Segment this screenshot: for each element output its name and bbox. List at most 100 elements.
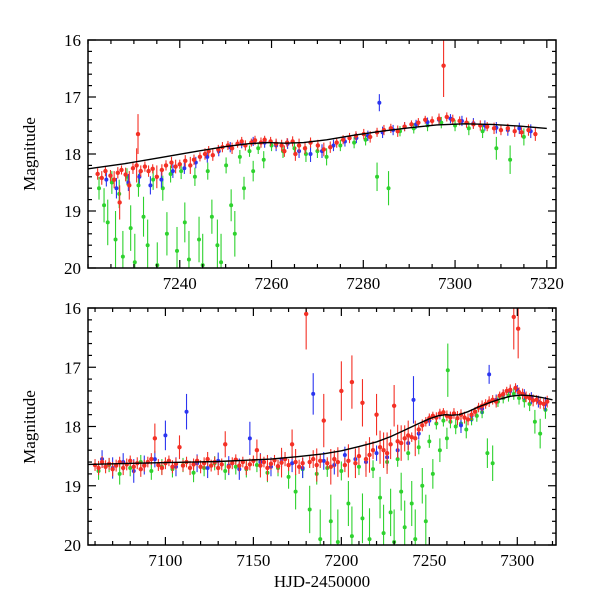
data-point xyxy=(108,173,113,178)
data-point xyxy=(522,398,527,403)
data-point xyxy=(409,122,414,127)
data-point xyxy=(261,459,267,465)
data-point xyxy=(282,148,287,154)
data-point xyxy=(363,137,368,142)
data-point xyxy=(152,436,158,441)
data-point xyxy=(363,456,369,462)
data-point xyxy=(429,118,435,124)
data-point xyxy=(103,168,108,174)
data-point xyxy=(256,146,261,151)
data-point xyxy=(247,462,253,467)
data-point xyxy=(262,137,267,142)
data-point xyxy=(474,413,479,418)
data-point xyxy=(466,126,471,131)
data-point xyxy=(497,393,502,398)
data-point xyxy=(115,170,121,176)
data-point xyxy=(95,171,100,177)
data-point xyxy=(427,439,432,444)
data-point xyxy=(406,451,411,456)
data-point xyxy=(286,474,291,479)
data-point xyxy=(233,464,238,469)
data-point xyxy=(399,489,404,494)
data-point xyxy=(388,510,393,515)
data-point xyxy=(265,465,270,471)
data-point xyxy=(346,501,351,506)
data-point xyxy=(123,172,128,177)
model-curve xyxy=(88,123,547,170)
data-point xyxy=(332,456,337,462)
data-point xyxy=(395,457,400,462)
data-point xyxy=(441,418,446,423)
data-point xyxy=(179,169,184,174)
y-tick-label: 20 xyxy=(64,259,81,278)
data-point xyxy=(444,436,449,441)
data-point xyxy=(177,162,182,167)
data-point xyxy=(484,124,490,129)
data-point xyxy=(210,152,215,158)
data-point xyxy=(508,387,513,392)
data-point xyxy=(163,163,169,168)
data-point xyxy=(420,483,425,488)
x-tick-label: 7260 xyxy=(255,274,289,293)
data-point xyxy=(293,459,298,465)
data-point xyxy=(205,456,210,462)
data-point xyxy=(516,389,522,395)
data-point xyxy=(402,525,407,530)
data-point xyxy=(504,388,509,394)
data-point xyxy=(511,391,516,396)
data-point xyxy=(191,462,196,467)
data-point xyxy=(367,134,373,140)
data-point xyxy=(360,400,365,405)
data-point xyxy=(244,465,249,471)
data-point xyxy=(154,174,160,179)
data-point xyxy=(188,163,193,168)
data-point xyxy=(113,237,118,242)
data-point xyxy=(99,459,105,465)
data-point xyxy=(464,427,469,432)
data-point xyxy=(169,160,174,165)
data-point xyxy=(335,459,341,465)
data-point xyxy=(519,130,524,135)
data-point xyxy=(138,466,143,472)
data-point xyxy=(156,462,161,468)
data-point xyxy=(149,468,154,473)
data-point xyxy=(508,157,513,162)
data-point xyxy=(445,368,450,373)
data-point xyxy=(501,391,506,397)
data-point xyxy=(302,146,308,151)
data-point xyxy=(96,465,101,471)
data-point xyxy=(439,120,444,125)
data-point xyxy=(296,464,302,469)
data-point xyxy=(247,149,252,154)
y-tick-label: 19 xyxy=(64,477,81,496)
data-point xyxy=(131,464,136,469)
data-point xyxy=(423,519,428,524)
y-tick-label: 16 xyxy=(64,31,81,50)
data-point xyxy=(318,537,323,542)
data-point xyxy=(527,395,532,401)
data-point xyxy=(416,120,421,125)
data-point xyxy=(128,465,133,470)
data-point xyxy=(352,140,357,145)
data-point xyxy=(388,442,393,447)
data-point xyxy=(374,412,379,417)
data-point xyxy=(159,167,165,173)
data-point xyxy=(458,423,463,428)
data-point xyxy=(303,311,309,317)
data-point xyxy=(409,501,414,506)
data-point xyxy=(526,127,531,133)
data-point xyxy=(175,248,180,253)
data-point xyxy=(513,385,518,391)
data-point xyxy=(307,459,312,465)
data-point xyxy=(437,448,442,453)
data-point xyxy=(374,451,379,456)
data-point xyxy=(402,436,407,441)
data-point xyxy=(335,540,340,545)
data-point xyxy=(462,415,467,420)
data-point xyxy=(239,139,244,144)
data-point xyxy=(182,220,187,225)
data-point xyxy=(356,453,362,459)
data-point xyxy=(197,237,202,242)
data-point xyxy=(136,183,141,188)
